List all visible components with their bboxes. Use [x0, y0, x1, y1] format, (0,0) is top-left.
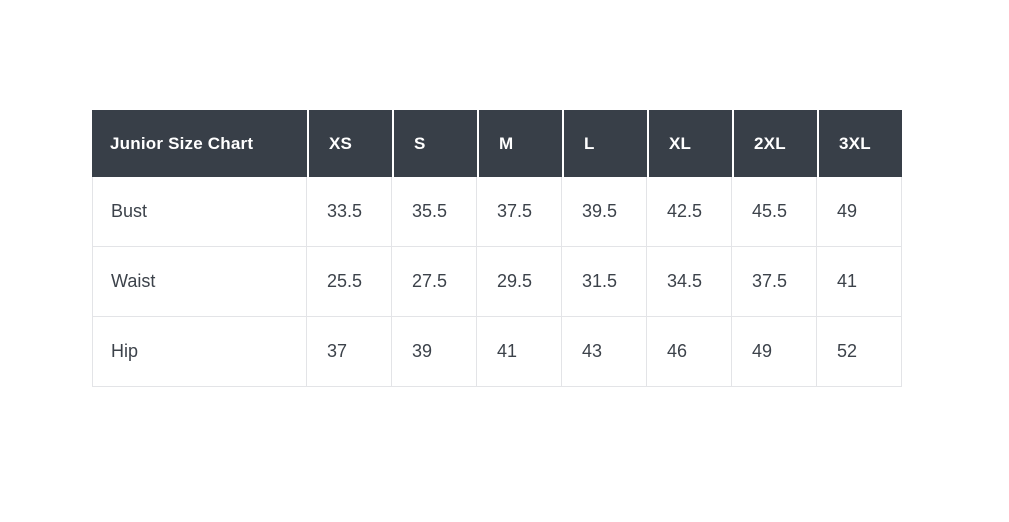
data-cell-bust-l: 39.5	[562, 177, 647, 247]
row-label-hip: Hip	[92, 317, 307, 387]
data-cell-bust-m: 37.5	[477, 177, 562, 247]
row-label-waist: Waist	[92, 247, 307, 317]
header-cell-3xl: 3XL	[817, 110, 902, 177]
row-label-bust: Bust	[92, 177, 307, 247]
data-cell-waist-s: 27.5	[392, 247, 477, 317]
table-row-bust: Bust 33.5 35.5 37.5 39.5 42.5 45.5 49	[92, 177, 902, 247]
header-cell-xs: XS	[307, 110, 392, 177]
data-cell-hip-xs: 37	[307, 317, 392, 387]
junior-size-chart-table: Junior Size Chart XS S M L XL 2XL 3XL Bu…	[92, 110, 902, 387]
data-cell-bust-xs: 33.5	[307, 177, 392, 247]
data-cell-bust-3xl: 49	[817, 177, 902, 247]
header-cell-2xl: 2XL	[732, 110, 817, 177]
data-cell-hip-xl: 46	[647, 317, 732, 387]
data-cell-bust-2xl: 45.5	[732, 177, 817, 247]
data-cell-waist-xs: 25.5	[307, 247, 392, 317]
data-cell-bust-s: 35.5	[392, 177, 477, 247]
header-cell-xl: XL	[647, 110, 732, 177]
header-cell-l: L	[562, 110, 647, 177]
data-cell-bust-xl: 42.5	[647, 177, 732, 247]
header-cell-m: M	[477, 110, 562, 177]
data-cell-hip-l: 43	[562, 317, 647, 387]
data-cell-waist-2xl: 37.5	[732, 247, 817, 317]
data-cell-hip-2xl: 49	[732, 317, 817, 387]
data-cell-hip-s: 39	[392, 317, 477, 387]
table-row-hip: Hip 37 39 41 43 46 49 52	[92, 317, 902, 387]
header-cell-s: S	[392, 110, 477, 177]
table-row-waist: Waist 25.5 27.5 29.5 31.5 34.5 37.5 41	[92, 247, 902, 317]
data-cell-hip-3xl: 52	[817, 317, 902, 387]
header-row: Junior Size Chart XS S M L XL 2XL 3XL	[92, 110, 902, 177]
data-cell-waist-3xl: 41	[817, 247, 902, 317]
data-cell-waist-m: 29.5	[477, 247, 562, 317]
data-cell-hip-m: 41	[477, 317, 562, 387]
data-cell-waist-l: 31.5	[562, 247, 647, 317]
data-cell-waist-xl: 34.5	[647, 247, 732, 317]
table-title-cell: Junior Size Chart	[92, 110, 307, 177]
